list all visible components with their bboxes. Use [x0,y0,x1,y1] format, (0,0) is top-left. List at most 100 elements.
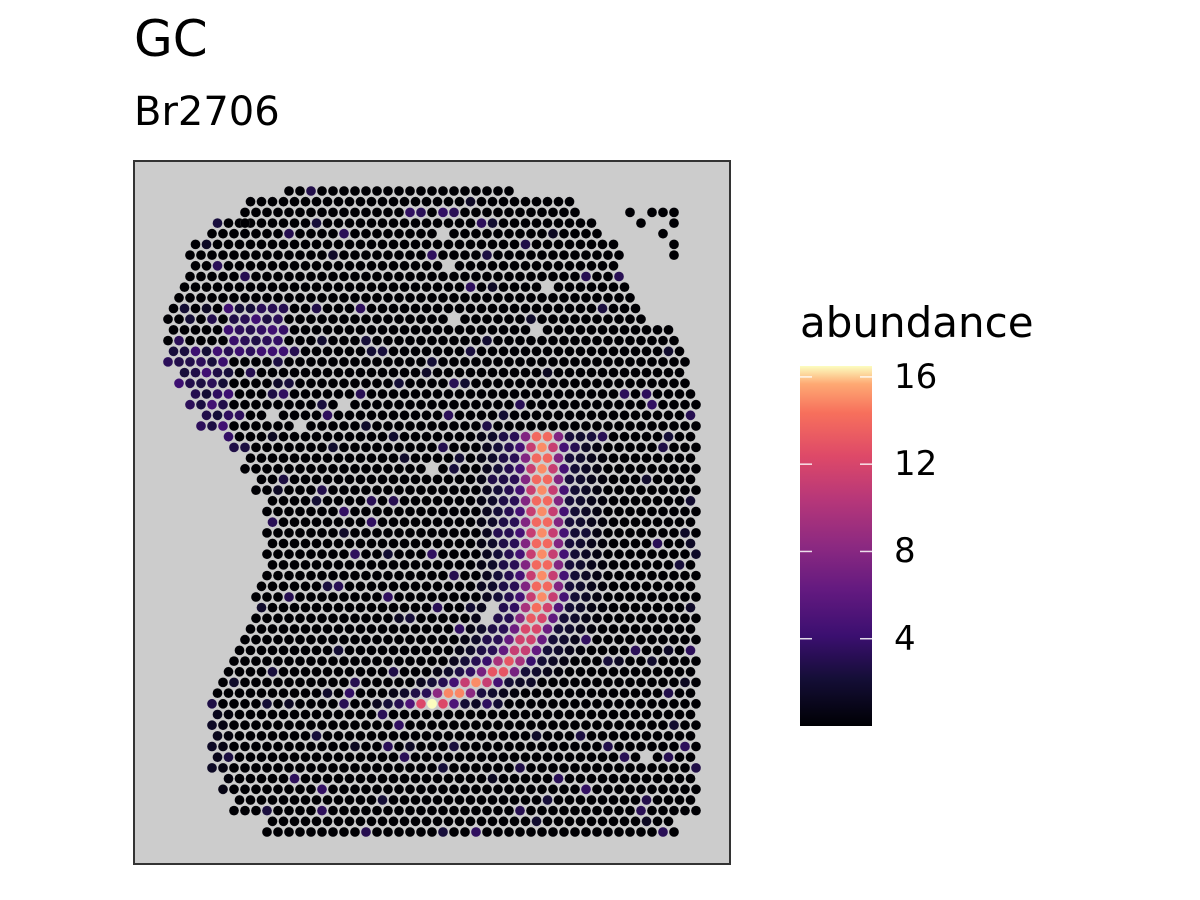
spot-point [542,559,553,571]
spot-point [635,655,647,667]
spot-point [536,741,548,752]
spot-point [498,538,509,549]
spot-point [272,677,284,688]
spot-point [289,431,300,442]
spot-point [569,826,581,838]
spot-point [327,335,339,346]
spot-point [613,356,625,368]
spot-point [668,826,680,838]
spot-point [289,260,300,271]
spot-point [608,303,619,314]
spot-point [443,303,454,314]
spot-point [525,271,537,282]
spot-point [580,314,592,325]
spot-point [448,228,460,239]
spot-point [613,484,625,496]
spot-point [256,709,267,720]
spot-point [245,431,256,442]
spot-point [674,559,685,571]
spot-point [580,271,592,282]
spot-point [481,185,493,197]
spot-point [415,591,427,603]
spot-point [558,677,570,688]
spot-point [228,442,240,453]
spot-point [410,816,421,827]
spot-point [459,207,471,218]
spot-point [619,752,630,763]
spot-point [619,495,630,506]
spot-point [646,549,658,560]
spot-point [437,335,449,346]
spot-point [206,271,218,282]
spot-point [591,698,603,709]
spot-point [454,794,465,806]
spot-point [261,591,273,603]
spot-point [586,281,597,293]
spot-point [217,720,229,731]
spot-point [382,228,394,239]
spot-point [388,452,399,464]
spot-point [531,794,542,806]
spot-point [377,452,388,464]
spot-point [437,420,449,432]
spot-point [278,581,289,592]
spot-point [525,228,537,239]
spot-point [393,634,405,645]
spot-point [421,816,432,827]
spot-point [498,324,509,336]
spot-point [294,463,306,474]
spot-point [371,249,383,261]
spot-point [184,292,196,303]
spot-point [355,645,366,656]
spot-point [404,591,416,603]
spot-point [267,260,278,271]
spot-point [311,517,322,528]
spot-point [668,442,680,453]
spot-point [591,292,603,303]
spot-point [206,356,218,368]
spot-point [564,581,575,592]
spot-point [591,741,603,752]
spot-point [619,452,630,464]
spot-point [415,549,427,560]
spot-point [371,335,383,346]
spot-point [283,762,295,774]
spot-point [415,613,427,624]
spot-point [305,591,317,603]
spot-point [404,271,416,282]
spot-point [399,388,410,400]
spot-point [630,730,641,742]
spot-point [190,303,201,314]
spot-point [679,378,691,389]
spot-point [426,506,438,517]
spot-point [553,196,564,207]
spot-point [569,784,581,795]
spot-point [399,687,410,699]
spot-point [212,730,223,742]
spot-point [410,303,421,314]
spot-point [349,741,361,752]
spot-point [322,794,333,806]
spot-point [597,816,608,827]
spot-point [520,709,531,720]
spot-point [426,292,438,303]
spot-point [613,463,625,474]
spot-point [525,634,537,645]
spot-point [338,527,350,539]
spot-point [597,260,608,271]
spot-point [520,367,531,378]
spot-point [536,249,548,261]
spot-point [503,826,515,838]
spot-point [404,506,416,517]
spot-point [619,581,630,592]
spot-point [668,591,680,603]
spot-point [327,207,339,218]
spot-point [448,249,460,261]
spot-point [300,388,311,400]
spot-point [503,420,515,432]
spot-point [492,549,504,560]
spot-point [525,399,537,410]
spot-point [333,752,344,763]
spot-point [228,805,240,816]
spot-point [679,720,691,731]
